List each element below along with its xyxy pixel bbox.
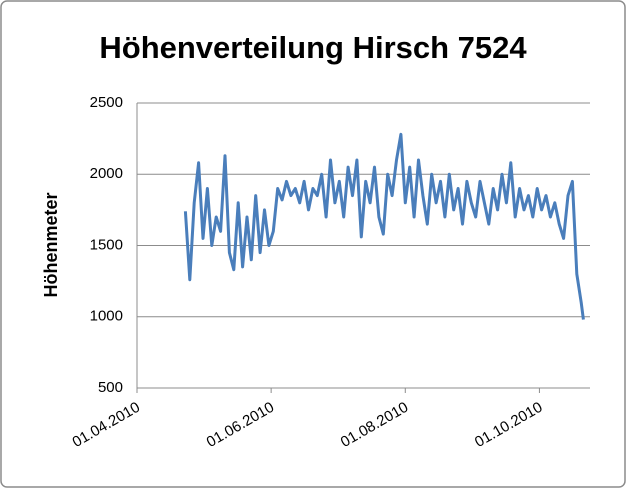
y-tick-label: 500 bbox=[98, 379, 123, 396]
data-line bbox=[183, 132, 585, 320]
y-tick-label: 2500 bbox=[90, 94, 123, 111]
y-axis-label: Höhenmeter bbox=[41, 192, 61, 297]
chart-title: Höhenverteilung Hirsch 7524 bbox=[99, 30, 527, 65]
y-tick-label: 2000 bbox=[90, 165, 123, 182]
y-tick-label: 1000 bbox=[90, 308, 123, 325]
y-tick-label: 1500 bbox=[90, 236, 123, 253]
